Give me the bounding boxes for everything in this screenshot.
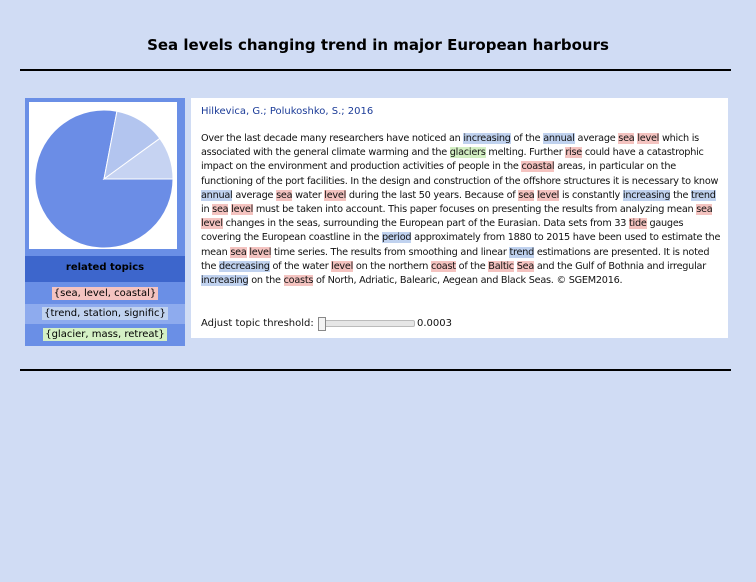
highlighted-word: annual (201, 189, 233, 201)
topic-item-1[interactable]: {sea, level, coastal} (25, 284, 185, 304)
bottom-divider (20, 369, 731, 371)
threshold-label: Adjust topic threshold: (201, 318, 314, 329)
highlighted-word: rise (565, 147, 582, 159)
abstract-text: estimations are presented. It is noted t… (201, 246, 710, 272)
highlighted-word: coastal (521, 161, 555, 173)
page-title: Sea levels changing trend in major Europ… (147, 36, 609, 54)
highlighted-word: increasing (622, 189, 671, 201)
threshold-value: 0.0003 (417, 318, 452, 329)
abstract-text: Over the last decade many researchers ha… (201, 133, 464, 144)
highlighted-word: level (324, 189, 347, 201)
abstract-text: changes in the seas, surrounding the Eur… (222, 218, 629, 230)
abstract-text: melting. Further (485, 147, 566, 159)
highlighted-word: coasts (283, 275, 314, 287)
highlighted-word: increasing (463, 133, 511, 144)
highlighted-word: annual (543, 133, 575, 144)
highlighted-word: trend (509, 246, 535, 258)
topic-pie-chart (29, 102, 177, 249)
abstract-text: average (574, 133, 619, 144)
top-divider (20, 69, 731, 71)
pie-slice-1 (34, 109, 174, 249)
abstract-text: of the water (269, 260, 332, 272)
highlighted-word: trend (691, 189, 716, 201)
paper-panel: Hilkevica, G.; Polukoshko, S.; 2016 Over… (191, 98, 728, 338)
abstract-text: gauges covering the European coastline i… (201, 218, 684, 244)
highlighted-word: decreasing (218, 260, 270, 272)
paper-authors: Hilkevica, G.; Polukoshko, S.; 2016 (201, 106, 374, 117)
topic-label: {glacier, mass, retreat} (43, 328, 167, 341)
topic-item-2[interactable]: {trend, station, signific} (25, 304, 185, 324)
highlighted-word: tide (629, 218, 647, 230)
highlighted-word: sea (212, 204, 229, 216)
threshold-slider[interactable] (318, 317, 415, 331)
highlighted-word: sea (276, 189, 293, 201)
abstract-text: in (201, 204, 213, 216)
abstract-text: must be taken into account. This paper f… (253, 204, 697, 216)
abstract-text: water (292, 189, 325, 201)
highlighted-word: sea (518, 189, 535, 201)
slider-thumb[interactable] (318, 317, 326, 331)
abstract-text: approximately from 1880 to 2015 have bee… (201, 232, 721, 258)
abstract-text: areas, in particular on the functioning … (201, 161, 719, 187)
abstract-text: during the last 50 years. Because of (346, 189, 519, 201)
highlighted-word: coast (431, 260, 456, 272)
highlighted-word: sea (230, 246, 247, 258)
topic-sidebar: related topics {sea, level, coastal} {tr… (25, 98, 185, 346)
highlighted-word: level (537, 189, 560, 201)
highlighted-word: Baltic (488, 260, 514, 272)
highlighted-word: sea (696, 204, 713, 216)
abstract-text: could have a catastrophic impact on the … (201, 147, 704, 173)
related-topics-heading: related topics (25, 256, 185, 282)
topic-item-3[interactable]: {glacier, mass, retreat} (25, 325, 185, 345)
highlighted-word: period (381, 232, 412, 244)
abstract-text: is constantly (559, 189, 623, 201)
topic-label: {sea, level, coastal} (51, 287, 159, 300)
abstract-text: of the (510, 133, 544, 144)
abstract-text: the (670, 189, 692, 201)
highlighted-word: level (331, 260, 354, 272)
pie-chart-svg (34, 109, 174, 249)
abstract-text: on the northern (353, 260, 432, 272)
paper-abstract: Over the last decade many researchers ha… (201, 132, 721, 288)
abstract-text: of North, Adriatic, Balearic, Aegean and… (313, 275, 623, 287)
highlighted-word: glaciers (449, 147, 486, 159)
abstract-text: and the Gulf of Bothnia and irregular (534, 260, 706, 272)
highlighted-word: level (201, 218, 223, 230)
abstract-text: time series. The results from smoothing … (271, 246, 510, 258)
topic-label: {trend, station, signific} (42, 307, 168, 320)
highlighted-word: Sea (516, 260, 535, 272)
highlighted-word: level (249, 246, 272, 258)
highlighted-word: increasing (201, 275, 249, 287)
highlighted-word: sea (618, 133, 635, 144)
highlighted-word: level (637, 133, 660, 144)
abstract-text: on the (248, 275, 284, 287)
pie-slice-3 (102, 137, 174, 180)
abstract-text: of the (455, 260, 489, 272)
highlighted-word: level (231, 204, 254, 216)
abstract-text: average (232, 189, 277, 201)
abstract-text: which is associated with the general cli… (201, 133, 699, 159)
